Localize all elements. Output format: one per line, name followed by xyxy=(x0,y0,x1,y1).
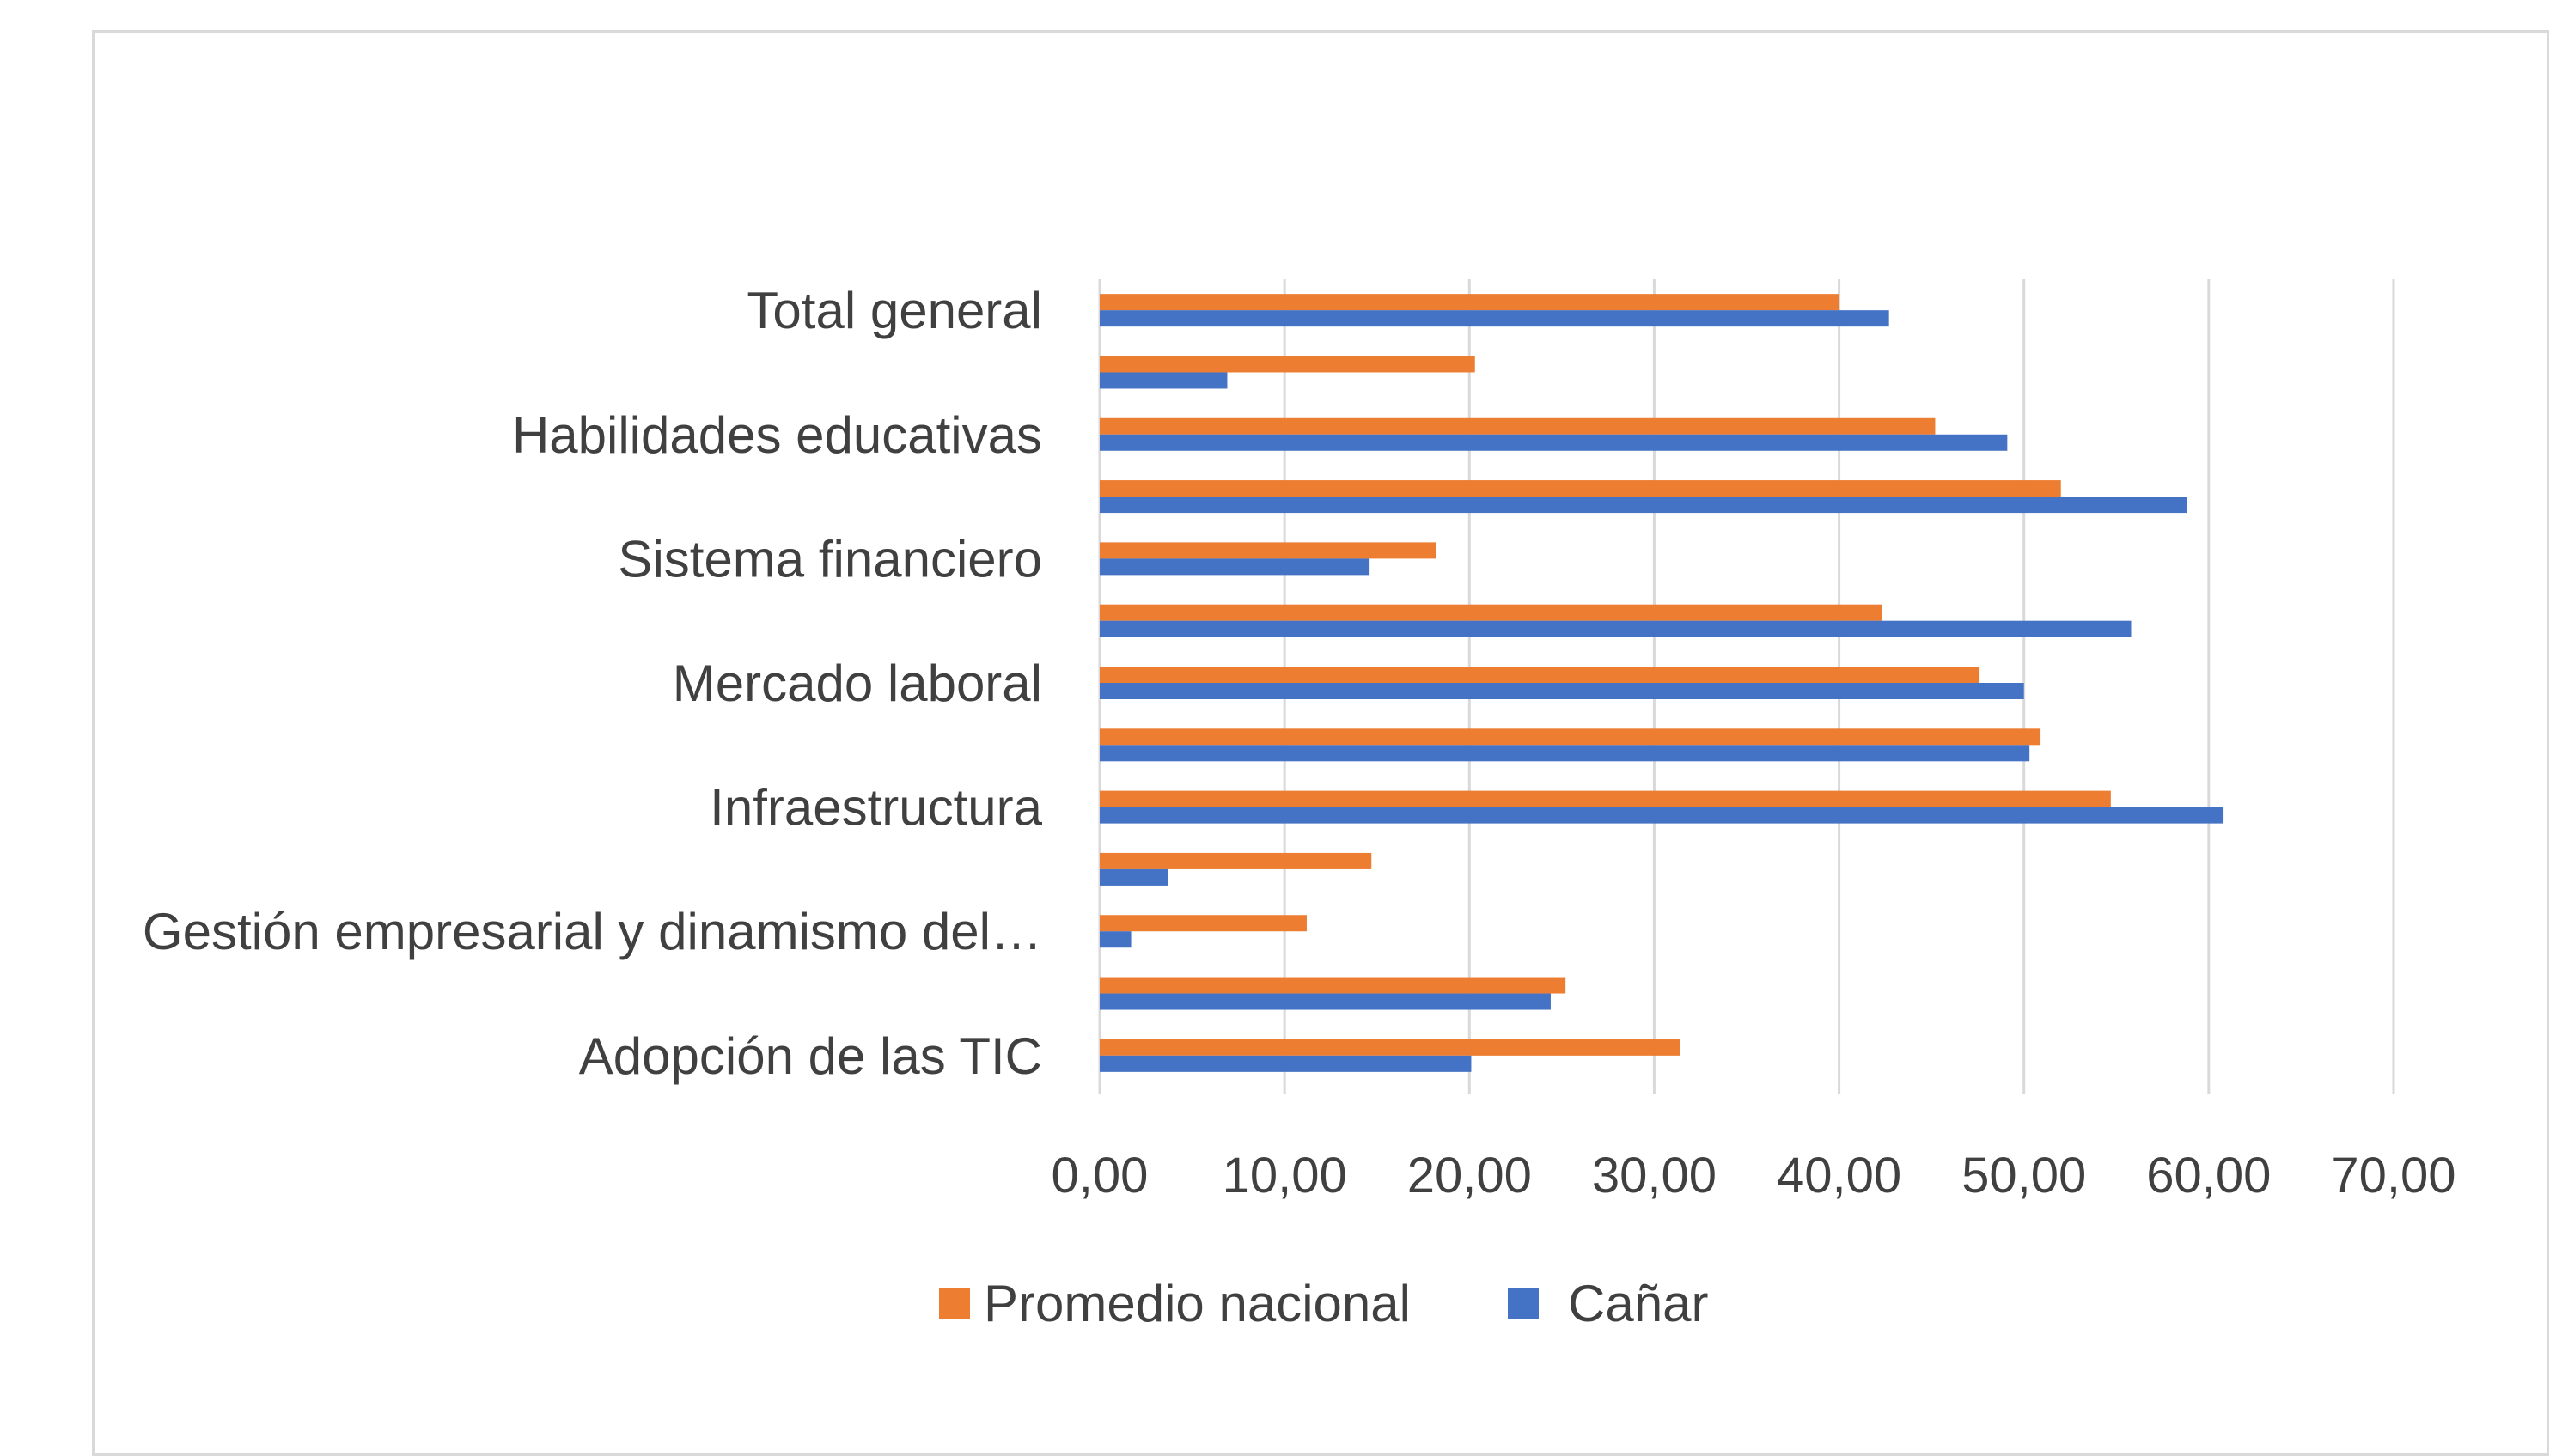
bar-canar xyxy=(1100,868,1168,886)
bar-promedio-nacional xyxy=(1100,604,1882,621)
legend-label-canar: Cañar xyxy=(1568,1275,1708,1332)
bar-promedio-nacional xyxy=(1100,417,1936,435)
bar-promedio-nacional xyxy=(1100,294,1839,311)
bar-canar xyxy=(1100,434,2008,451)
bar-canar xyxy=(1100,497,2187,514)
x-tick-label: 50,00 xyxy=(1961,1148,2086,1203)
legend: Promedio nacional Cañar xyxy=(939,1275,1708,1332)
bar-promedio-nacional xyxy=(1100,542,1436,559)
legend-label-promedio-nacional: Promedio nacional xyxy=(984,1275,1411,1332)
category-label: Infraestructura xyxy=(710,779,1042,837)
category-label: Sistema financiero xyxy=(618,530,1042,588)
category-label: Adopción de las TIC xyxy=(579,1027,1042,1085)
bar-promedio-nacional xyxy=(1100,480,2061,497)
bar-canar xyxy=(1100,683,2024,699)
bar-canar xyxy=(1100,807,2224,824)
bars xyxy=(1100,294,2224,1072)
x-axis-tick-labels: 0,00 10,00 20,00 30,00 40,00 50,00 60,00 70,00 xyxy=(1052,1148,2456,1203)
bar-canar xyxy=(1100,993,1551,1010)
bar-promedio-nacional xyxy=(1100,852,1372,869)
x-tick-label: 60,00 xyxy=(2146,1148,2271,1203)
bar-promedio-nacional xyxy=(1100,977,1566,994)
bar-promedio-nacional xyxy=(1100,790,2111,807)
legend-swatch-canar xyxy=(1508,1288,1539,1319)
bar-canar xyxy=(1100,620,2132,637)
bar-canar xyxy=(1100,310,1889,327)
bar-promedio-nacional xyxy=(1100,915,1307,932)
bar-chart: Adopción de las TIC Gestión empresarial y… xyxy=(143,279,2456,1332)
category-label: Mercado laboral xyxy=(673,655,1042,712)
x-tick-label: 0,00 xyxy=(1052,1148,1149,1203)
bar-promedio-nacional xyxy=(1100,667,1980,683)
x-tick-label: 10,00 xyxy=(1223,1148,1347,1203)
bar-promedio-nacional xyxy=(1100,1039,1680,1056)
bar-canar xyxy=(1100,931,1132,948)
category-label: Habilidades educativas xyxy=(512,406,1042,464)
bar-canar xyxy=(1100,558,1370,576)
bar-canar xyxy=(1100,745,2030,762)
x-tick-label: 30,00 xyxy=(1592,1148,1717,1203)
x-tick-label: 20,00 xyxy=(1407,1148,1532,1203)
bar-promedio-nacional xyxy=(1100,728,2041,746)
x-tick-label: 40,00 xyxy=(1777,1148,1901,1203)
x-tick-label: 70,00 xyxy=(2331,1148,2455,1203)
category-labels: Adopción de las TIC Gestión empresarial y… xyxy=(143,282,1043,1085)
bar-promedio-nacional xyxy=(1100,356,1475,373)
category-label: Gestión empresarial y dinamismo del… xyxy=(143,903,1042,960)
bar-canar xyxy=(1100,372,1228,389)
legend-swatch-promedio-nacional xyxy=(939,1288,970,1319)
category-label: Total general xyxy=(747,282,1042,339)
bar-canar xyxy=(1100,1055,1472,1072)
